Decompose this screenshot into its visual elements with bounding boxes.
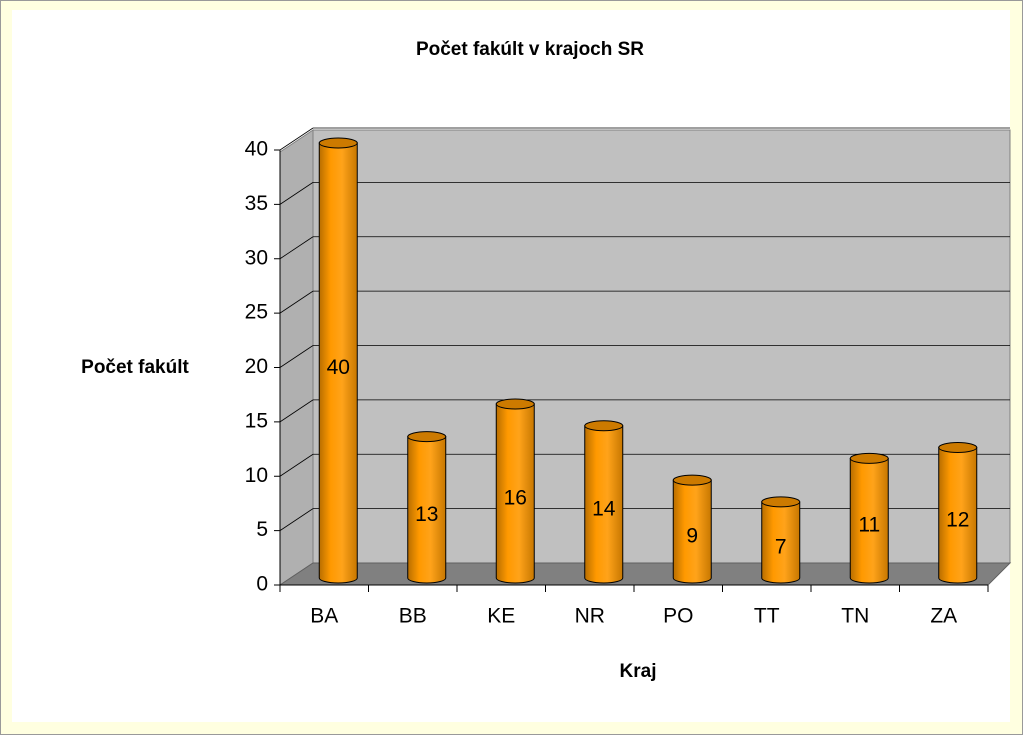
floor	[278, 562, 1012, 586]
grid-line	[279, 345, 314, 368]
y-tick-label: 0	[256, 573, 268, 596]
chart-title: Počet fakúlt v krajoch SR	[416, 39, 644, 60]
y-tick-label: 35	[245, 192, 268, 215]
y-tick-label: 20	[245, 355, 268, 378]
y-tick-label: 40	[245, 138, 268, 161]
grid-line	[279, 127, 314, 151]
y-tick-label: 15	[245, 409, 268, 432]
data-label: 9	[686, 525, 698, 548]
x-tick-label: NR	[575, 605, 605, 628]
grid-line	[279, 508, 314, 531]
x-tick-label: KE	[487, 605, 515, 628]
bar	[938, 442, 978, 584]
grid-line	[279, 399, 314, 423]
x-tick-label: BA	[310, 605, 338, 628]
grid-line	[279, 453, 314, 477]
y-tick-label: 5	[256, 518, 268, 541]
data-label: 11	[858, 514, 880, 537]
data-label: 40	[327, 356, 350, 379]
grid-line	[279, 182, 314, 205]
side-wall	[279, 129, 314, 586]
grid-line	[279, 236, 314, 260]
y-tick-label: 30	[245, 246, 268, 269]
bar	[407, 431, 447, 584]
bar	[761, 496, 801, 584]
x-axis-title: Kraj	[620, 661, 657, 682]
y-axis-title: Počet fakúlt	[81, 357, 189, 378]
grid-line	[279, 290, 314, 314]
bar	[318, 137, 358, 584]
x-tick-label: ZA	[930, 605, 957, 628]
data-label: 14	[592, 497, 616, 520]
data-label: 16	[504, 487, 527, 510]
x-tick-label: PO	[663, 605, 693, 628]
x-tick-label: TN	[841, 605, 869, 628]
x-tick-label: BB	[399, 605, 427, 628]
data-label: 7	[775, 535, 787, 558]
bar	[849, 452, 889, 584]
bar	[584, 420, 624, 584]
y-tick-label: 10	[245, 464, 268, 487]
y-tick-label: 25	[245, 301, 268, 324]
bar	[672, 474, 712, 584]
data-label: 13	[415, 503, 438, 526]
data-label: 12	[946, 508, 969, 531]
x-tick-label: TT	[754, 605, 780, 628]
bar	[495, 398, 535, 584]
